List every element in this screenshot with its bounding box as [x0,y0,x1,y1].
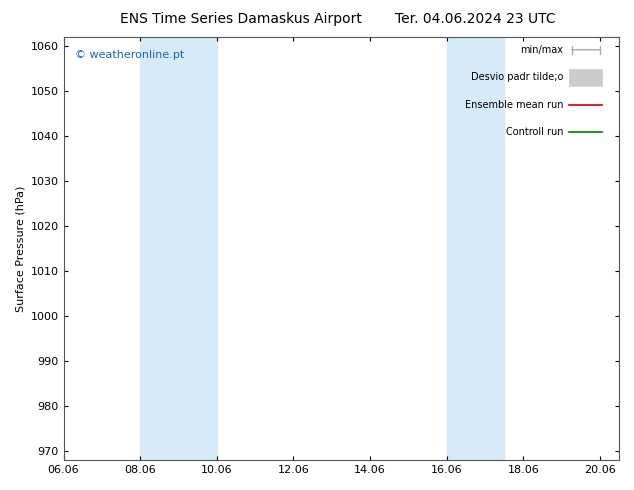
Bar [569,69,602,86]
Text: © weatheronline.pt: © weatheronline.pt [75,50,184,60]
Text: Desvio padr tilde;o: Desvio padr tilde;o [471,72,564,82]
Text: Controll run: Controll run [506,127,564,137]
Y-axis label: Surface Pressure (hPa): Surface Pressure (hPa) [15,185,25,312]
Bar [446,37,504,460]
Bar [140,37,217,460]
Text: Ter. 04.06.2024 23 UTC: Ter. 04.06.2024 23 UTC [395,12,556,26]
Text: ENS Time Series Damaskus Airport: ENS Time Series Damaskus Airport [120,12,362,26]
Text: min/max: min/max [521,45,564,55]
Text: Ensemble mean run: Ensemble mean run [465,100,564,110]
